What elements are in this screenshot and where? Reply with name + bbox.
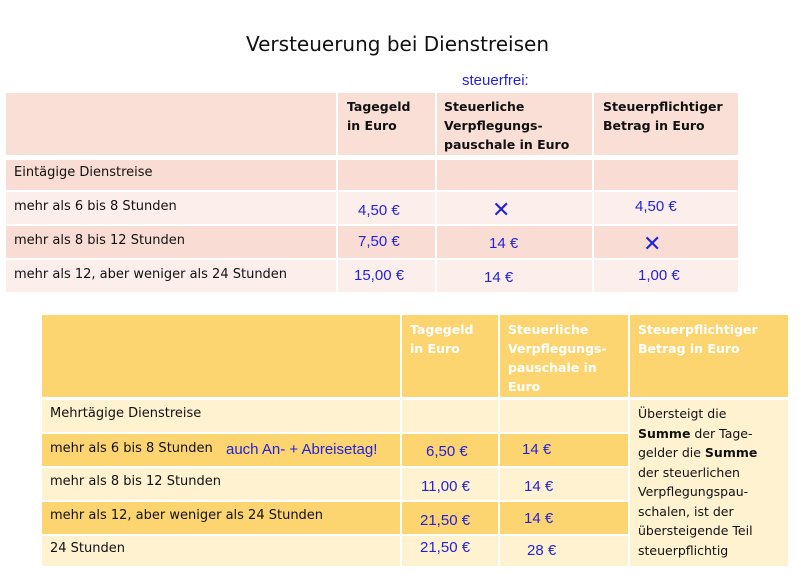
table-cell [338, 192, 435, 224]
value-betrag: 1,00 € [638, 267, 680, 284]
value-tagegeld: 6,50 € [426, 443, 468, 460]
value-tagegeld: 4,50 € [358, 202, 400, 219]
cross-icon: ✕ [492, 197, 511, 222]
table-cell [500, 502, 628, 534]
section-label-mehrtaegig: Mehrtägige Dienstreise [42, 400, 400, 432]
header-pauschale: Steuerliche Verpflegungs-pauschale in Eur… [437, 93, 592, 155]
value-pauschale: 14 € [524, 510, 554, 527]
value-pauschale: 14 € [489, 235, 519, 252]
table-cell [594, 260, 738, 292]
row-label: mehr als 6 bis 8 Stunden [6, 192, 336, 224]
header-cell-empty [42, 315, 400, 397]
table-cell [338, 260, 435, 292]
table-cell [402, 536, 498, 566]
row-label: mehr als 6 bis 8 Stunden [42, 434, 400, 466]
section-label-eintaegig: Eintägige Dienstreise [6, 160, 336, 190]
table-cell [338, 160, 435, 190]
value-pauschale: 14 € [484, 269, 514, 286]
table-cell [437, 192, 592, 224]
table-cell [500, 400, 628, 432]
value-tagegeld: 7,50 € [358, 233, 400, 250]
value-pauschale: 28 € [527, 542, 557, 559]
table-cell [594, 192, 738, 224]
table-cell [437, 226, 592, 258]
header-tagegeld: Tagegeld in Euro [338, 93, 435, 155]
value-tagegeld: 21,50 € [420, 512, 471, 529]
table-cell [437, 160, 592, 190]
cross-icon: ✕ [643, 231, 662, 256]
table-cell [402, 400, 498, 432]
value-tagegeld: 15,00 € [354, 267, 405, 284]
header-pauschale: Steuerliche Verpflegungs-pauschale in Euro [500, 315, 628, 397]
table-cell [500, 434, 628, 466]
page-title: Versteuerung bei Dienstreisen [246, 32, 549, 56]
table-cell [402, 502, 498, 534]
table-cell [338, 226, 435, 258]
handwritten-annotation-an-abreisetag: auch An- + Abreisetag! [226, 441, 378, 458]
header-cell-empty [6, 93, 336, 155]
table-cell [500, 468, 628, 500]
row-label: mehr als 8 bis 12 Stunden [6, 226, 336, 258]
row-label: 24 Stunden [42, 536, 400, 566]
row-label: mehr als 12, aber weniger als 24 Stunden [6, 260, 336, 292]
row-label: mehr als 8 bis 12 Stunden [42, 468, 400, 500]
value-tagegeld: 11,00 € [421, 478, 470, 495]
header-tagegeld: Tagegeld in Euro [402, 315, 498, 397]
table-cell [402, 434, 498, 466]
note-cell-steuerpflichtig: Übersteigt die Summe der Tage- gelder di… [630, 400, 788, 566]
handwritten-annotation-steuerfrei: steuerfrei: [462, 72, 529, 89]
header-steuerpflichtig: Steuerpflichtiger Betrag in Euro [594, 93, 738, 155]
table-cell [500, 536, 628, 566]
value-pauschale: 14 € [522, 441, 552, 458]
value-tagegeld: 21,50 € [420, 539, 471, 556]
table-cell [594, 160, 738, 190]
table-cell [437, 260, 592, 292]
table-cell [402, 468, 498, 500]
value-pauschale: 14 € [524, 478, 554, 495]
row-label: mehr als 12, aber weniger als 24 Stunden [42, 502, 400, 534]
table-cell [594, 226, 738, 258]
header-steuerpflichtig: Steuerpflichtiger Betrag in Euro [630, 315, 788, 397]
value-betrag: 4,50 € [635, 198, 677, 215]
